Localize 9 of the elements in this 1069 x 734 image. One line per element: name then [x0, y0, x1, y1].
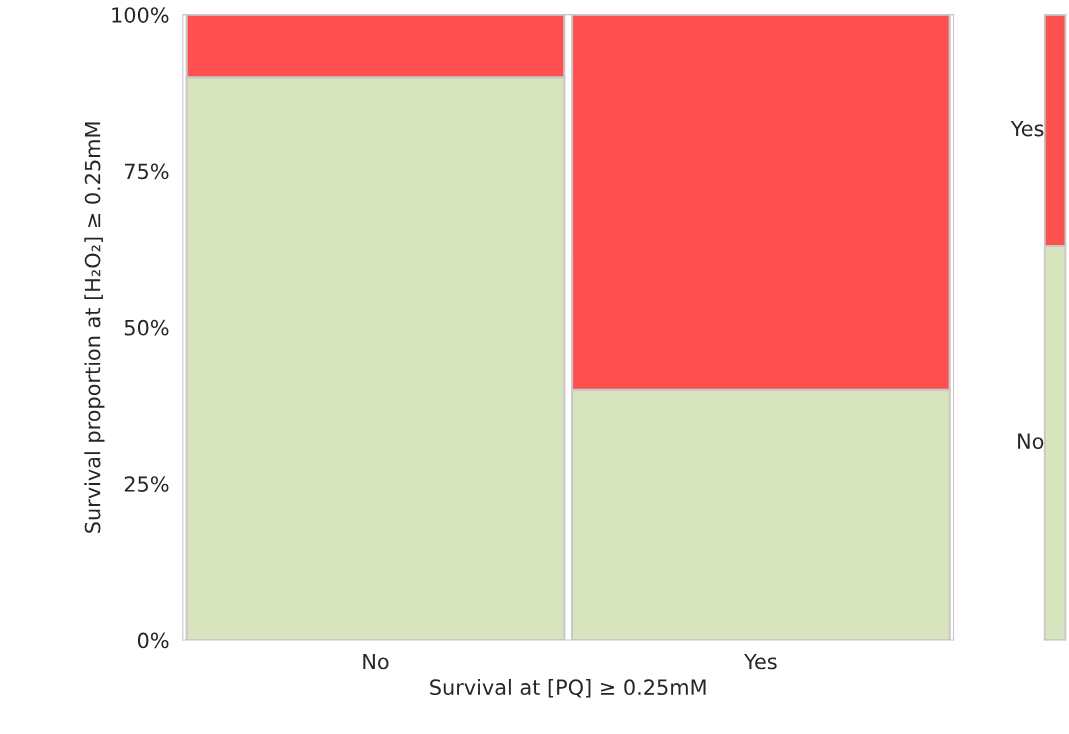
y-tick-label: 100%: [112, 7, 169, 23]
y-axis-title: Survival proportion at [H₂O₂] ≥ 0.25mM: [84, 122, 105, 533]
y-tick-label: 0%: [137, 632, 169, 649]
series-label: No: [1018, 433, 1044, 450]
y-tick-label: 75%: [125, 163, 169, 180]
x-axis-title: Survival at [PQ] ≥ 0.25mM: [430, 678, 706, 698]
y-tick-label: 50%: [124, 319, 169, 336]
series-label: Yes: [1010, 120, 1044, 137]
y-tick-label: 25%: [124, 476, 169, 492]
